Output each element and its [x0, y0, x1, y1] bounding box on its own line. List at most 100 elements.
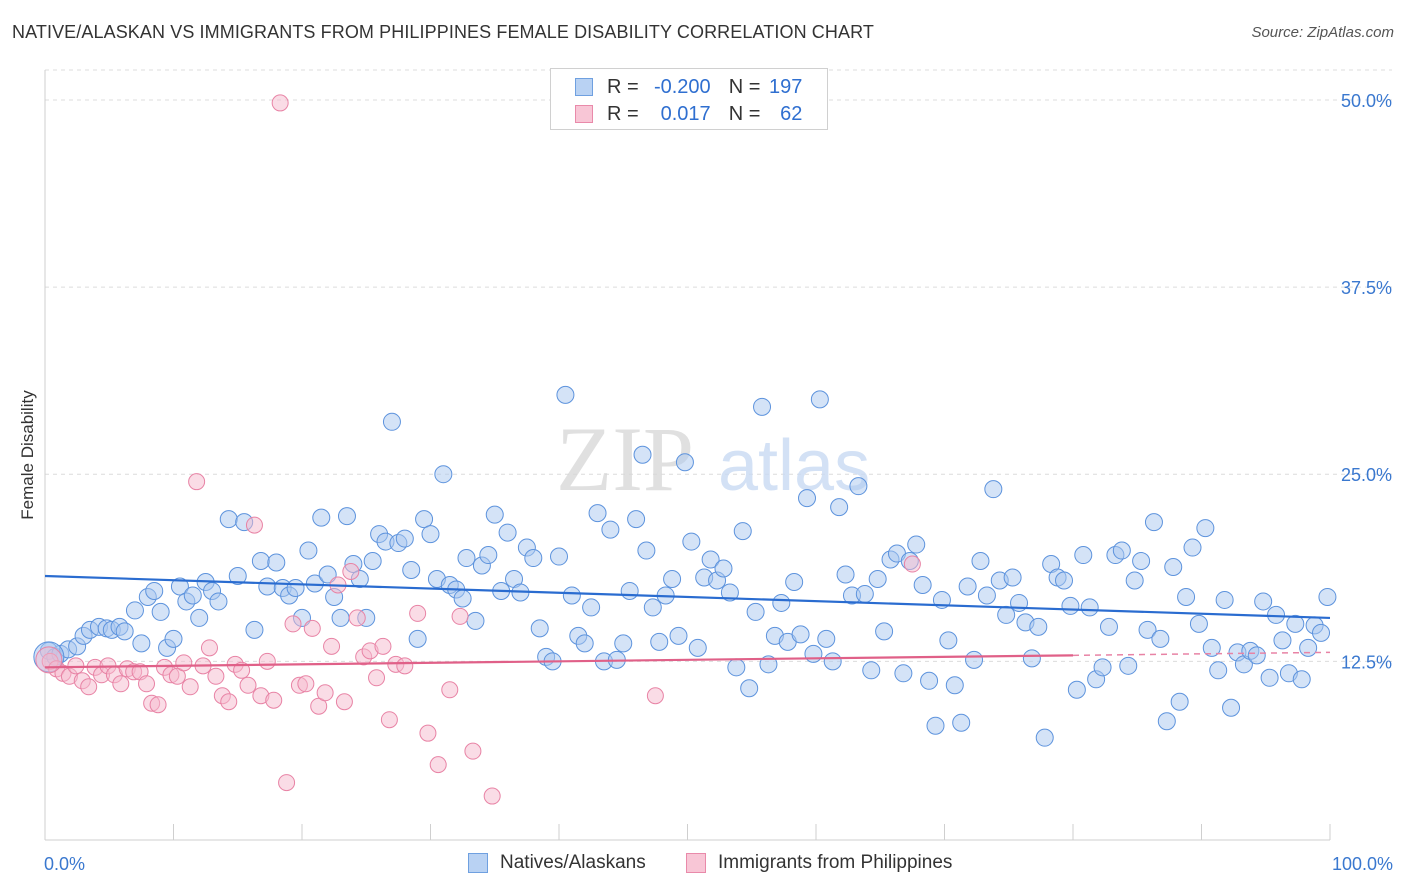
data-point-natives	[798, 489, 817, 508]
source-credit: Source: ZipAtlas.com	[1251, 24, 1394, 41]
data-point-philippines	[233, 661, 251, 679]
data-point-natives	[1132, 552, 1151, 571]
stats-legend: R = -0.200 N = 197 R = 0.017 N = 62	[550, 68, 828, 130]
data-point-natives	[997, 605, 1016, 624]
data-point-natives	[1312, 623, 1331, 642]
data-point-natives	[530, 619, 549, 638]
data-point-natives	[1247, 646, 1266, 665]
r-value: 0.017	[660, 102, 711, 125]
data-point-natives	[228, 566, 247, 585]
data-point-natives	[733, 522, 752, 541]
axes	[44, 70, 1331, 841]
data-point-natives	[939, 631, 958, 650]
watermark-atlas: atlas	[718, 426, 870, 506]
data-point-natives	[498, 523, 517, 542]
r-label: R =	[607, 75, 639, 98]
data-point-natives	[1055, 571, 1074, 590]
data-point-natives	[1022, 649, 1041, 668]
data-point-natives	[1035, 728, 1054, 747]
data-point-natives	[627, 510, 646, 529]
data-point-natives	[408, 629, 427, 648]
data-point-natives	[190, 608, 209, 627]
n-label: N =	[728, 75, 761, 98]
data-point-natives	[952, 713, 971, 732]
data-point-natives	[727, 658, 746, 677]
data-point-natives	[810, 390, 829, 409]
data-point-natives	[1151, 629, 1170, 648]
natives-swatch	[575, 78, 593, 96]
data-point-natives	[258, 577, 277, 596]
data-point-natives	[1299, 638, 1318, 657]
trend-line-natives	[44, 574, 1331, 620]
data-point-natives	[415, 510, 434, 529]
data-point-natives	[1215, 590, 1234, 609]
data-point-natives	[395, 529, 414, 548]
legend-item-natives[interactable]: Natives/Alaskans	[468, 852, 646, 874]
data-point-natives	[453, 589, 472, 608]
data-point-philippines	[303, 619, 321, 637]
data-point-natives	[1061, 596, 1080, 615]
data-point-natives	[1067, 680, 1086, 699]
data-point-natives	[312, 508, 331, 527]
data-point-natives	[1254, 592, 1273, 611]
data-point-philippines	[200, 639, 218, 657]
data-point-natives	[363, 552, 382, 571]
data-point-philippines	[342, 563, 360, 581]
y-tick-label: 37.5%	[1341, 278, 1392, 298]
data-point-natives	[1093, 658, 1112, 677]
data-point-natives	[1209, 661, 1228, 680]
data-point-natives	[164, 629, 183, 648]
data-point-philippines	[348, 609, 366, 627]
data-point-philippines	[441, 681, 459, 699]
r-value: -0.200	[653, 75, 711, 98]
data-point-natives	[977, 586, 996, 605]
data-point-natives	[1177, 587, 1196, 606]
data-point-natives	[785, 572, 804, 591]
data-point-philippines	[483, 787, 501, 805]
data-point-philippines	[188, 473, 206, 491]
legend-label-natives: Natives/Alaskans	[500, 852, 646, 873]
philippines-swatch	[575, 105, 593, 123]
data-point-natives	[862, 661, 881, 680]
data-point-natives	[675, 453, 694, 472]
legend-item-philippines[interactable]: Immigrants from Philippines	[686, 852, 952, 874]
data-point-natives	[115, 622, 134, 641]
data-point-natives	[817, 629, 836, 648]
data-point-natives	[637, 541, 656, 560]
data-point-philippines	[284, 615, 302, 633]
data-point-natives	[562, 586, 581, 605]
data-point-philippines	[396, 657, 414, 675]
data-point-natives	[434, 465, 453, 484]
data-point-natives	[1099, 617, 1118, 636]
data-point-natives	[753, 397, 772, 416]
data-point-philippines	[278, 774, 296, 792]
trend-lines	[44, 574, 1331, 669]
data-point-philippines	[258, 652, 276, 670]
data-point-natives	[945, 676, 964, 695]
data-point-natives	[875, 622, 894, 641]
trend-line-philippines-extension	[1072, 651, 1331, 657]
data-point-natives	[830, 498, 849, 517]
data-point-philippines	[368, 669, 386, 687]
data-point-natives	[746, 602, 765, 621]
data-point-natives	[1183, 538, 1202, 557]
data-point-natives	[132, 634, 151, 653]
data-point-natives	[1112, 541, 1131, 560]
data-point-natives	[920, 671, 939, 690]
data-point-philippines	[316, 684, 334, 702]
data-point-natives	[556, 385, 575, 404]
data-point-natives	[145, 581, 164, 600]
data-point-natives	[620, 581, 639, 600]
legend-label-philippines: Immigrants from Philippines	[718, 852, 953, 873]
trend-line-philippines	[44, 654, 1074, 669]
data-point-natives	[575, 634, 594, 653]
data-point-natives	[170, 577, 189, 596]
data-point-natives	[1170, 692, 1189, 711]
data-point-philippines	[239, 676, 257, 694]
data-point-natives	[1003, 568, 1022, 587]
data-point-natives	[125, 601, 144, 620]
data-point-natives	[151, 602, 170, 621]
data-point-natives	[331, 608, 350, 627]
y-tick-label: 12.5%	[1341, 652, 1392, 672]
